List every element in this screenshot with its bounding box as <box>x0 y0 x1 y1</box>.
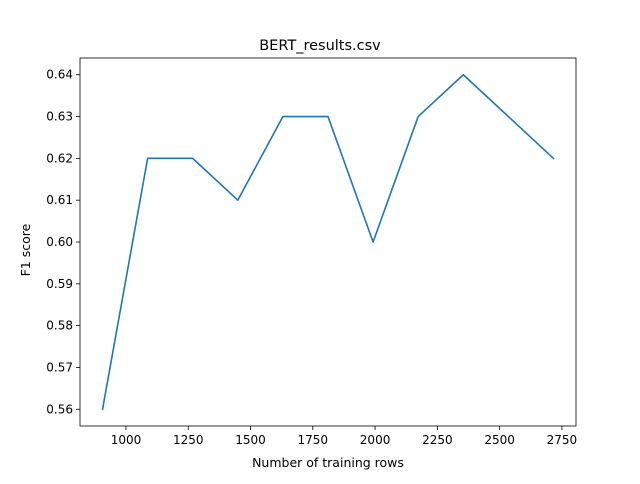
y-tick-label: 0.58 <box>46 319 73 333</box>
x-tick-label: 2500 <box>484 433 515 447</box>
x-tick-label: 1750 <box>298 433 329 447</box>
y-tick-label: 0.57 <box>46 360 73 374</box>
y-tick-label: 0.62 <box>46 151 73 165</box>
x-tick-label: 2250 <box>422 433 453 447</box>
y-axis-label: F1 score <box>18 223 33 276</box>
y-tick-label: 0.63 <box>46 110 73 124</box>
x-axis-label: Number of training rows <box>252 455 404 470</box>
chart-title: BERT_results.csv <box>259 38 381 54</box>
y-tick-label: 0.56 <box>46 402 73 416</box>
y-tick-label: 0.59 <box>46 277 73 291</box>
x-tick-label: 1500 <box>235 433 266 447</box>
x-tick-label: 2000 <box>360 433 391 447</box>
x-tick-label: 1250 <box>173 433 204 447</box>
y-tick-label: 0.64 <box>46 68 73 82</box>
x-tick-label: 2750 <box>547 433 578 447</box>
x-tick-label: 1000 <box>111 433 142 447</box>
y-tick-label: 0.61 <box>46 193 73 207</box>
y-tick-label: 0.60 <box>46 235 73 249</box>
